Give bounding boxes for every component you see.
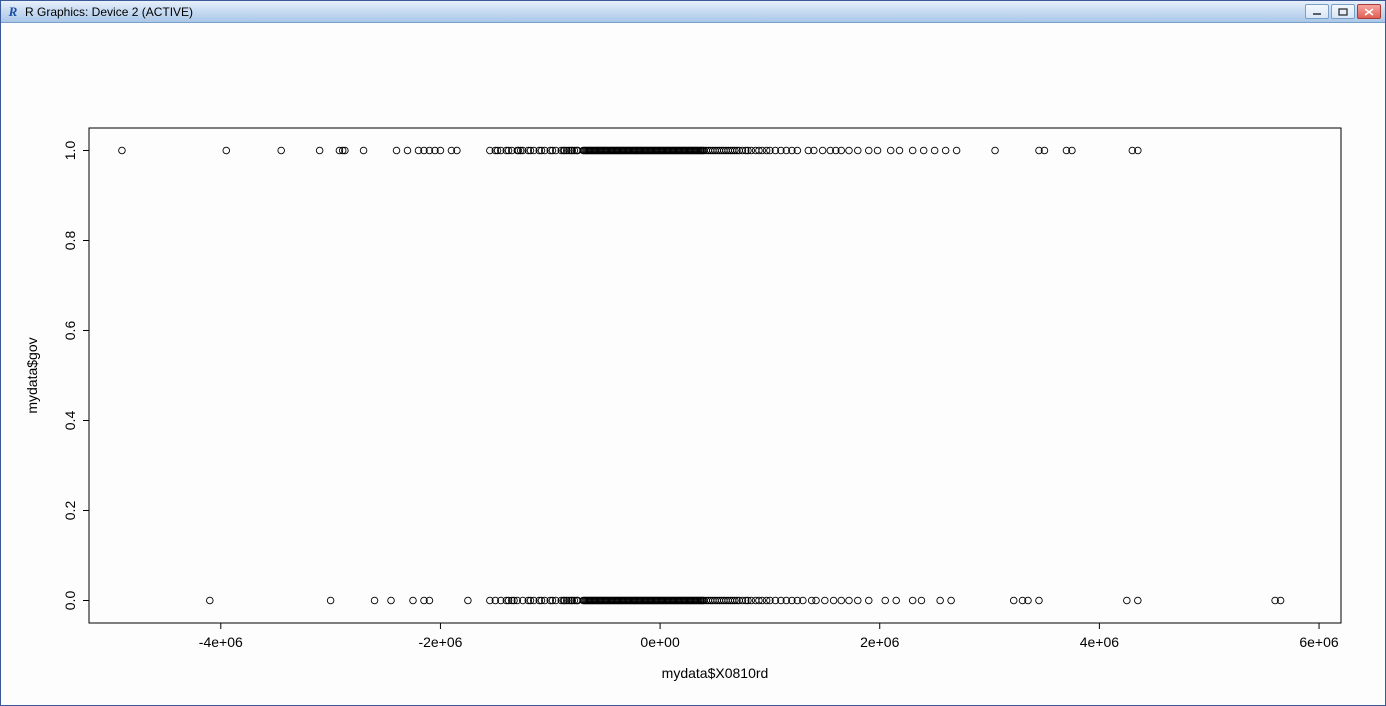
r-graphics-window: R R Graphics: Device 2 (ACTIVE) -4e+06 -2… <box>0 0 1386 706</box>
svg-text:4e+06: 4e+06 <box>1080 634 1120 650</box>
svg-text:-4e+06: -4e+06 <box>199 634 243 650</box>
svg-text:0e+00: 0e+00 <box>640 634 680 650</box>
svg-text:-2e+06: -2e+06 <box>418 634 462 650</box>
svg-text:0.0: 0.0 <box>62 591 78 611</box>
x-axis-label: mydata$X0810rd <box>662 665 769 681</box>
r-app-icon: R <box>5 4 21 20</box>
svg-text:0.6: 0.6 <box>62 321 78 341</box>
svg-text:6e+06: 6e+06 <box>1299 634 1339 650</box>
window-controls <box>1305 4 1381 19</box>
window-title: R Graphics: Device 2 (ACTIVE) <box>25 5 1305 19</box>
maximize-button[interactable] <box>1331 4 1355 19</box>
minimize-icon <box>1312 8 1322 16</box>
svg-text:0.8: 0.8 <box>62 231 78 251</box>
minimize-button[interactable] <box>1305 4 1329 19</box>
close-icon <box>1364 8 1374 16</box>
svg-text:2e+06: 2e+06 <box>860 634 900 650</box>
svg-text:1.0: 1.0 <box>62 141 78 161</box>
svg-text:0.4: 0.4 <box>62 411 78 431</box>
close-button[interactable] <box>1357 4 1381 19</box>
titlebar[interactable]: R R Graphics: Device 2 (ACTIVE) <box>1 1 1385 23</box>
maximize-icon <box>1338 8 1348 16</box>
svg-text:0.2: 0.2 <box>62 501 78 521</box>
scatter-chart: -4e+06 -2e+06 0e+00 2e+06 4e+06 6e+06 0.0 0.2 0.… <box>1 23 1385 705</box>
y-axis-label: mydata$gov <box>24 337 40 413</box>
plot-area: -4e+06 -2e+06 0e+00 2e+06 4e+06 6e+06 0.0 0.2 0.… <box>1 23 1385 705</box>
